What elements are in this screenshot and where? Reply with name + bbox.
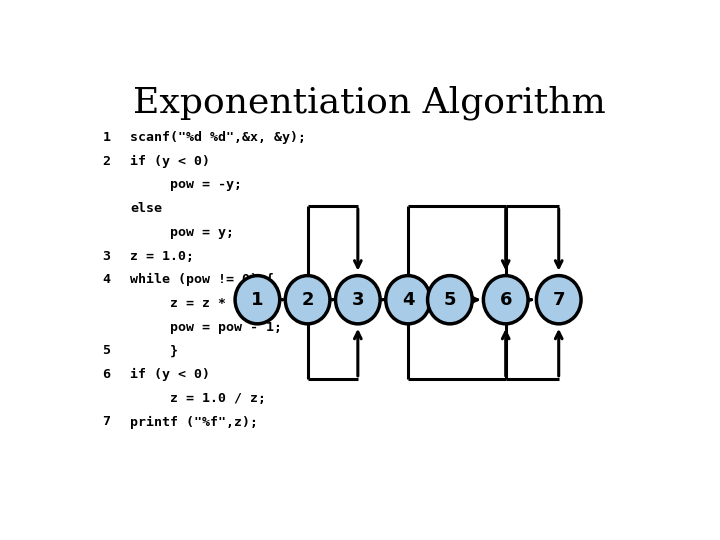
Text: pow = -y;: pow = -y; (130, 178, 242, 192)
Text: 2: 2 (302, 291, 314, 309)
Text: 1: 1 (102, 131, 110, 144)
Ellipse shape (336, 275, 380, 324)
Text: 4: 4 (102, 273, 110, 286)
Text: 3: 3 (102, 249, 110, 262)
Text: if (y < 0): if (y < 0) (130, 368, 210, 381)
Text: 3: 3 (351, 291, 364, 309)
Text: 6: 6 (102, 368, 110, 381)
Ellipse shape (285, 275, 330, 324)
Text: Exponentiation Algorithm: Exponentiation Algorithm (132, 85, 606, 120)
Text: z = 1.0 / z;: z = 1.0 / z; (130, 392, 266, 405)
Text: if (y < 0): if (y < 0) (130, 155, 210, 168)
Text: 6: 6 (500, 291, 512, 309)
Text: z = 1.0;: z = 1.0; (130, 249, 194, 262)
Text: 5: 5 (102, 345, 110, 357)
Text: 4: 4 (402, 291, 414, 309)
Text: 1: 1 (251, 291, 264, 309)
Ellipse shape (235, 275, 279, 324)
Text: scanf("%d %d",&x, &y);: scanf("%d %d",&x, &y); (130, 131, 306, 144)
Text: 5: 5 (444, 291, 456, 309)
Ellipse shape (386, 275, 431, 324)
Text: printf ("%f",z);: printf ("%f",z); (130, 415, 258, 429)
Text: while (pow != 0) {: while (pow != 0) { (130, 273, 274, 286)
Text: pow = y;: pow = y; (130, 226, 234, 239)
Ellipse shape (483, 275, 528, 324)
Ellipse shape (428, 275, 472, 324)
Text: 7: 7 (102, 415, 110, 428)
Text: }: } (130, 345, 178, 357)
Ellipse shape (536, 275, 581, 324)
Text: 7: 7 (552, 291, 565, 309)
Text: else: else (130, 202, 162, 215)
Text: z = z * x;: z = z * x; (130, 297, 250, 310)
Text: 2: 2 (102, 155, 110, 168)
Text: pow = pow - 1;: pow = pow - 1; (130, 321, 282, 334)
